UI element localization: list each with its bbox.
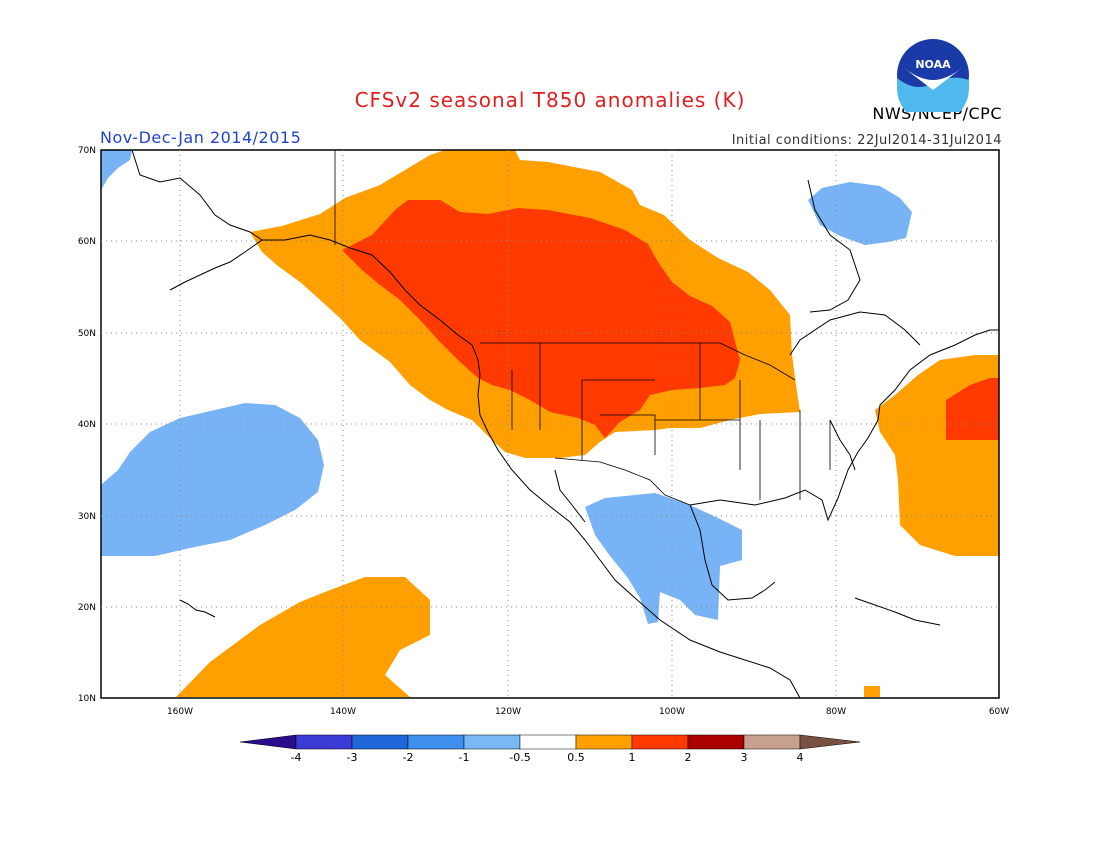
colorbar-label: 4 bbox=[797, 751, 804, 764]
colorbar-swatch bbox=[575, 734, 633, 750]
colorbar-swatch bbox=[687, 734, 745, 750]
colorbar-labels: -4 -3 -2 -1 -0.5 0.5 1 2 3 4 bbox=[291, 751, 804, 764]
lon-tick-labels: 160W 140W 120W 100W 80W 60W bbox=[167, 707, 1009, 717]
colorbar-swatch bbox=[463, 734, 521, 750]
colorbar-label: 2 bbox=[685, 751, 692, 764]
forecast-period: Nov-Dec-Jan 2014/2015 bbox=[100, 128, 302, 147]
colorbar-swatch bbox=[407, 734, 465, 750]
lon-tick: 60W bbox=[989, 707, 1009, 717]
warm-anomaly-caribbean-dot bbox=[864, 686, 880, 697]
colorbar-label: -3 bbox=[347, 751, 358, 764]
lat-tick: 50N bbox=[78, 329, 96, 339]
colorbar bbox=[239, 734, 861, 750]
cool-anomaly-mexico bbox=[585, 493, 742, 624]
lon-tick: 160W bbox=[167, 707, 193, 717]
colorbar-swatch bbox=[631, 734, 689, 750]
lat-tick: 30N bbox=[78, 512, 96, 522]
cool-anomaly-alaska-corner bbox=[101, 150, 132, 190]
colorbar-swatch bbox=[743, 734, 801, 750]
noaa-logo-icon: NOAA bbox=[897, 39, 969, 112]
lon-tick: 100W bbox=[659, 707, 685, 717]
colorbar-label: -1 bbox=[459, 751, 470, 764]
colorbar-label: -2 bbox=[403, 751, 414, 764]
strong-warm-anomaly-canada bbox=[342, 200, 740, 438]
colorbar-swatch bbox=[295, 734, 353, 750]
lon-tick: 120W bbox=[495, 707, 521, 717]
initial-conditions: Initial conditions: 22Jul2014-31Jul2014 bbox=[731, 133, 1002, 148]
colorbar-arrow-low bbox=[239, 734, 297, 750]
cool-anomaly-hudson bbox=[808, 182, 912, 245]
lat-tick-labels: 70N 60N 50N 40N 30N 20N 10N bbox=[78, 146, 96, 704]
strong-warm-anomaly-atlantic bbox=[946, 378, 999, 440]
lat-tick: 10N bbox=[78, 694, 96, 704]
colorbar-label: -0.5 bbox=[509, 751, 530, 764]
colorbar-label: 0.5 bbox=[567, 751, 585, 764]
colorbar-swatch bbox=[519, 734, 577, 750]
map-title: CFSv2 seasonal T850 anomalies (K) bbox=[354, 88, 746, 112]
lon-tick: 140W bbox=[330, 707, 356, 717]
political-borders bbox=[334, 150, 831, 506]
colorbar-label: -4 bbox=[291, 751, 302, 764]
cool-anomaly-pacific bbox=[101, 403, 324, 556]
warm-anomaly-pacific-south bbox=[176, 577, 430, 697]
lat-tick: 60N bbox=[78, 237, 96, 247]
anomaly-shading bbox=[101, 150, 999, 697]
colorbar-swatch bbox=[351, 734, 409, 750]
colorbar-arrow-high bbox=[799, 734, 861, 750]
colorbar-label: 1 bbox=[629, 751, 636, 764]
lat-tick: 20N bbox=[78, 603, 96, 613]
svg-text:NOAA: NOAA bbox=[915, 58, 951, 71]
lat-tick: 70N bbox=[78, 146, 96, 156]
lat-tick: 40N bbox=[78, 420, 96, 430]
lon-tick: 80W bbox=[826, 707, 846, 717]
coastlines bbox=[131, 149, 999, 699]
colorbar-label: 3 bbox=[741, 751, 748, 764]
